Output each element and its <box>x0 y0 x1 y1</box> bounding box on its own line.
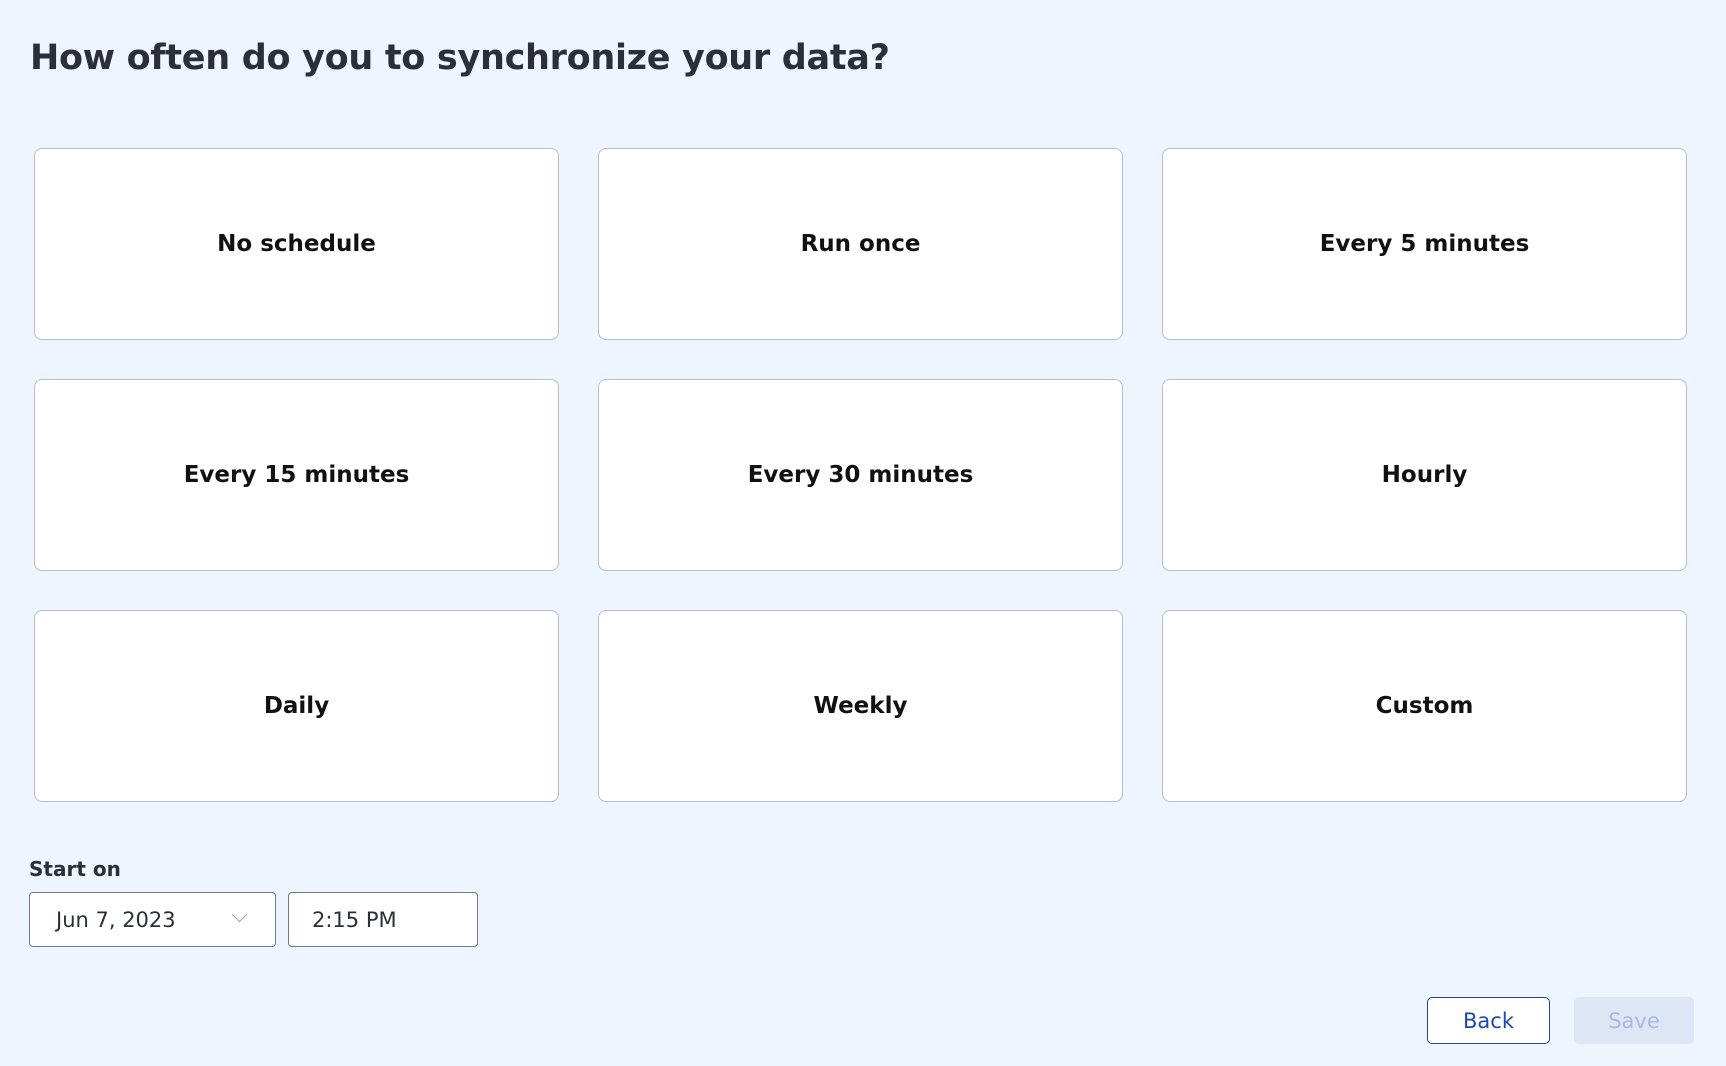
option-label: Every 15 minutes <box>183 462 410 488</box>
option-every-15-minutes[interactable]: Every 15 minutes <box>34 379 559 571</box>
start-date-value: Jun 7, 2023 <box>56 907 176 932</box>
start-time-input[interactable]: 2:15 PM <box>288 892 478 947</box>
option-run-once[interactable]: Run once <box>598 148 1123 340</box>
option-label: No schedule <box>217 231 376 257</box>
page-title: How often do you to synchronize your dat… <box>30 38 890 78</box>
option-every-30-minutes[interactable]: Every 30 minutes <box>598 379 1123 571</box>
option-daily[interactable]: Daily <box>34 610 559 802</box>
option-label: Every 5 minutes <box>1319 231 1530 257</box>
start-date-select[interactable]: Jun 7, 2023 <box>29 892 276 947</box>
option-label: Daily <box>263 693 330 719</box>
option-hourly[interactable]: Hourly <box>1162 379 1687 571</box>
save-button[interactable]: Save <box>1574 997 1694 1044</box>
option-label: Every 30 minutes <box>747 462 974 488</box>
option-label: Weekly <box>813 693 908 719</box>
option-label: Run once <box>800 231 921 257</box>
chevron-down-icon <box>231 906 248 923</box>
back-button[interactable]: Back <box>1427 997 1550 1044</box>
start-time-value: 2:15 PM <box>312 907 397 932</box>
start-on-label: Start on <box>29 857 121 881</box>
option-label: Custom <box>1375 693 1474 719</box>
option-every-5-minutes[interactable]: Every 5 minutes <box>1162 148 1687 340</box>
option-weekly[interactable]: Weekly <box>598 610 1123 802</box>
option-custom[interactable]: Custom <box>1162 610 1687 802</box>
option-label: Hourly <box>1381 462 1468 488</box>
option-no-schedule[interactable]: No schedule <box>34 148 559 340</box>
